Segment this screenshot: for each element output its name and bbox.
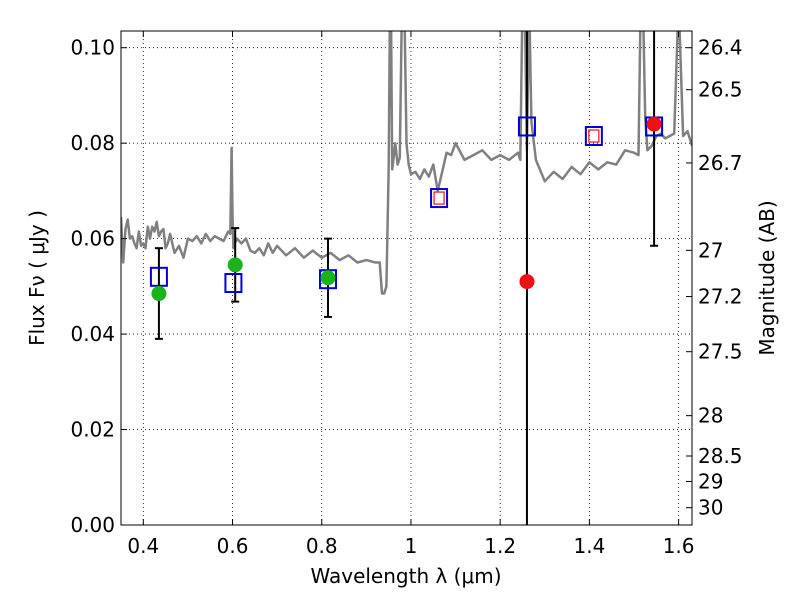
model-spectrum-line xyxy=(121,31,692,295)
y-axis-label: Flux Fν ( μJy ) xyxy=(25,210,49,346)
model-photometry-square xyxy=(584,126,603,147)
x-tick-label: 0.4 xyxy=(127,534,159,558)
model-photometry-square xyxy=(318,269,337,290)
observed-green-point xyxy=(227,257,243,273)
x-tick-label: 1.6 xyxy=(663,534,695,558)
x-tick-label: 1.4 xyxy=(573,534,605,558)
y-tick-label: 0.00 xyxy=(70,513,115,537)
y-tick-label: 0.08 xyxy=(70,131,115,155)
observed-red-point xyxy=(646,116,662,132)
y2-tick-label: 30 xyxy=(698,496,723,520)
y2-tick-label: 26.7 xyxy=(698,151,743,175)
x-tick-label: 0.8 xyxy=(306,534,338,558)
model-photometry-square xyxy=(430,188,449,209)
y-tick-label: 0.04 xyxy=(70,322,115,346)
y2-tick-label: 28.5 xyxy=(698,444,743,468)
y2-tick-label: 27.2 xyxy=(698,285,743,309)
observed-green-point xyxy=(151,286,167,302)
y2-tick-label: 27 xyxy=(698,238,723,262)
y2-tick-label: 26.4 xyxy=(698,36,743,60)
x-tick-label: 1.2 xyxy=(484,534,516,558)
y-tick-label: 0.06 xyxy=(70,227,115,251)
model-photometry-square xyxy=(517,116,536,137)
model-photometry-square xyxy=(149,266,168,287)
model-photometry-square xyxy=(224,273,243,294)
y2-tick-label: 26.5 xyxy=(698,78,743,102)
y2-tick-label: 28 xyxy=(698,404,723,428)
observed-red-point xyxy=(519,274,535,290)
x-tick-label: 0.6 xyxy=(217,534,249,558)
y-tick-label: 0.02 xyxy=(70,418,115,442)
y2-axis-label: Magnitude (AB) xyxy=(755,200,779,355)
observed-red-square xyxy=(588,129,600,143)
tick-layer: 0.4 0.6 0.8 1 1.2 1.4 1.6 0.00 0.02 0.04 0.06 0.08 0… xyxy=(70,31,743,558)
observed-green-point xyxy=(320,270,336,286)
x-tick-label: 1 xyxy=(405,534,418,558)
x-axis-label: Wavelength λ (μm) xyxy=(310,564,501,588)
y2-tick-label: 29 xyxy=(698,469,723,493)
data-layer xyxy=(121,31,692,525)
y-tick-label: 0.10 xyxy=(70,36,115,60)
plot-frame xyxy=(120,30,693,526)
observed-red-square xyxy=(433,191,445,205)
y2-tick-label: 27.5 xyxy=(698,340,743,364)
